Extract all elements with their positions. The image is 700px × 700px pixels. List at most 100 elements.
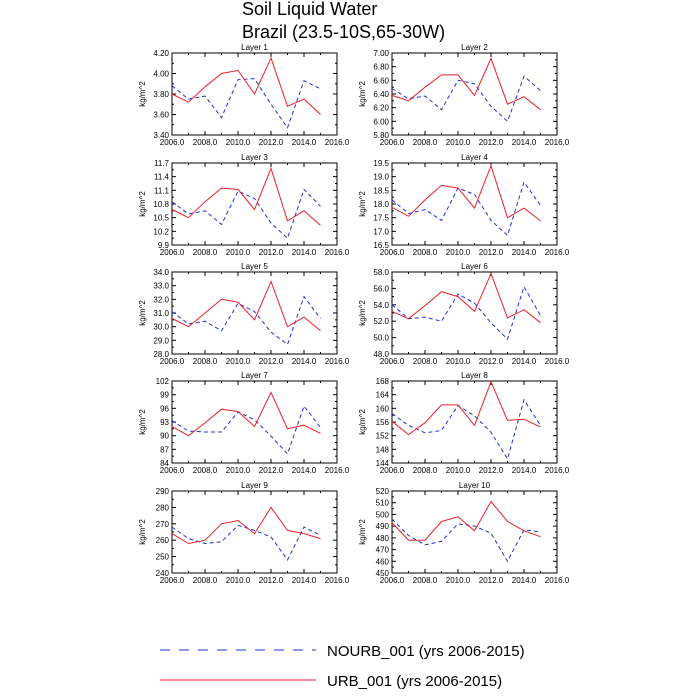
y-tick-label: 11.7 — [154, 159, 170, 168]
x-tick-label: 2006.0 — [160, 248, 185, 257]
panel-title: Layer 8 — [461, 371, 488, 380]
y-tick-label: 10.2 — [153, 227, 169, 236]
series-nourb-line — [391, 518, 541, 563]
x-tick-label: 2006.0 — [160, 138, 185, 147]
y-tick-label: 28.0 — [153, 350, 169, 359]
x-tick-label: 2006.0 — [380, 576, 405, 585]
x-tick-label: 2014.0 — [512, 576, 537, 585]
y-tick-label: 11.1 — [154, 186, 170, 195]
y-tick-label: 460 — [376, 557, 390, 566]
plot-frame — [391, 380, 558, 464]
y-tick-label: 102 — [156, 377, 170, 386]
x-tick-label: 2016.0 — [325, 248, 350, 257]
y-tick-label: 30.0 — [153, 323, 169, 332]
y-tick-label: 34.0 — [153, 268, 169, 277]
x-tick-label: 2014.0 — [292, 138, 317, 147]
x-tick-label: 2008.0 — [193, 466, 218, 475]
x-tick-label: 2016.0 — [325, 138, 350, 147]
y-tick-label: 31.0 — [153, 309, 169, 318]
y-tick-label: 6.20 — [373, 104, 389, 113]
y-tick-label: 17.5 — [373, 214, 389, 223]
y-axis-label: kg/m^2 — [358, 300, 367, 326]
y-tick-label: 48.0 — [373, 350, 389, 359]
x-tick-label: 2006.0 — [160, 466, 185, 475]
panel-title: Layer 6 — [461, 262, 488, 271]
y-axis-label: kg/m^2 — [138, 300, 147, 326]
y-tick-label: 9.9 — [158, 241, 170, 250]
x-tick-label: 2008.0 — [193, 138, 218, 147]
panel-layer-6: Layer 6 48.0 50.0 52.0 54.0 56.0 58.0 2006.0 200… — [358, 262, 570, 366]
plot-frame — [171, 490, 338, 574]
y-tick-label: 18.5 — [373, 186, 389, 195]
y-tick-label: 29.0 — [153, 336, 169, 345]
x-tick-label: 2012.0 — [479, 576, 504, 585]
series-urb-line — [391, 380, 541, 436]
series-nourb-line — [171, 78, 321, 129]
x-tick-label: 2006.0 — [380, 138, 405, 147]
panel-title: Layer 1 — [241, 43, 268, 52]
y-tick-label: 33.0 — [153, 282, 169, 291]
series-urb-line — [171, 56, 321, 115]
x-tick-label: 2012.0 — [259, 248, 284, 257]
y-tick-label: 5.80 — [373, 131, 389, 140]
series-urb-line — [171, 280, 321, 332]
x-tick-label: 2012.0 — [479, 357, 504, 366]
x-tick-label: 2008.0 — [193, 576, 218, 585]
y-tick-label: 152 — [376, 432, 390, 441]
x-tick-label: 2016.0 — [545, 357, 570, 366]
panel-layer-1: Layer 1 3.40 3.60 3.80 4.00 4.20 2006.0 2008.0 2… — [138, 43, 350, 147]
series-nourb-line — [171, 524, 321, 561]
y-axis-label: kg/m^2 — [138, 409, 147, 435]
x-tick-label: 2008.0 — [413, 248, 438, 257]
y-tick-label: 11.4 — [154, 173, 170, 182]
x-tick-label: 2010.0 — [226, 466, 251, 475]
panel-title: Layer 7 — [241, 371, 268, 380]
x-tick-label: 2006.0 — [160, 576, 185, 585]
x-tick-label: 2012.0 — [479, 138, 504, 147]
y-tick-label: 3.60 — [153, 111, 169, 120]
y-axis-label: kg/m^2 — [138, 81, 147, 107]
figure-subtitle: Brazil (23.5-10S,65-30W) — [242, 22, 445, 42]
y-tick-label: 240 — [156, 569, 170, 578]
series-nourb-line — [171, 188, 321, 240]
x-tick-label: 2016.0 — [545, 576, 570, 585]
y-axis-label: kg/m^2 — [358, 81, 367, 107]
x-tick-label: 2010.0 — [446, 357, 471, 366]
x-tick-label: 2008.0 — [413, 357, 438, 366]
x-tick-label: 2010.0 — [226, 357, 251, 366]
x-tick-label: 2014.0 — [292, 248, 317, 257]
y-tick-label: 54.0 — [373, 301, 389, 310]
y-tick-label: 87 — [160, 445, 169, 454]
plot-frame — [391, 490, 558, 574]
series-nourb-line — [391, 285, 541, 341]
y-tick-label: 500 — [376, 510, 390, 519]
panel-layer-4: Layer 4 16.5 17.0 17.5 18.0 18.5 19.0 19.5 2006.… — [358, 153, 570, 257]
y-tick-label: 7.00 — [373, 49, 389, 58]
plot-frame — [171, 380, 338, 464]
y-tick-label: 164 — [376, 391, 390, 400]
x-tick-label: 2010.0 — [226, 248, 251, 257]
x-tick-label: 2014.0 — [292, 466, 317, 475]
x-tick-label: 2010.0 — [446, 248, 471, 257]
series-nourb-line — [391, 75, 541, 123]
y-tick-label: 58.0 — [373, 268, 389, 277]
x-tick-label: 2008.0 — [193, 248, 218, 257]
x-tick-label: 2016.0 — [545, 466, 570, 475]
x-tick-label: 2014.0 — [512, 357, 537, 366]
x-tick-label: 2014.0 — [512, 138, 537, 147]
y-axis-label: kg/m^2 — [358, 519, 367, 545]
y-tick-label: 16.5 — [373, 241, 389, 250]
series-urb-line — [391, 57, 541, 111]
y-tick-label: 260 — [156, 536, 170, 545]
y-tick-label: 50.0 — [373, 334, 389, 343]
panel-layer-7: Layer 7 84 87 90 93 96 99 102 2006.0 2008.0 2010.0… — [138, 371, 350, 475]
y-tick-label: 470 — [376, 546, 390, 555]
y-axis-label: kg/m^2 — [358, 409, 367, 435]
plot-frame — [391, 271, 558, 355]
y-tick-label: 56.0 — [373, 284, 389, 293]
y-tick-label: 4.20 — [153, 49, 169, 58]
y-axis-label: kg/m^2 — [138, 519, 147, 545]
x-tick-label: 2008.0 — [193, 357, 218, 366]
panel-layer-5: Layer 5 28.0 29.0 30.0 31.0 32.0 33.0 34.0 2006.… — [138, 262, 350, 366]
